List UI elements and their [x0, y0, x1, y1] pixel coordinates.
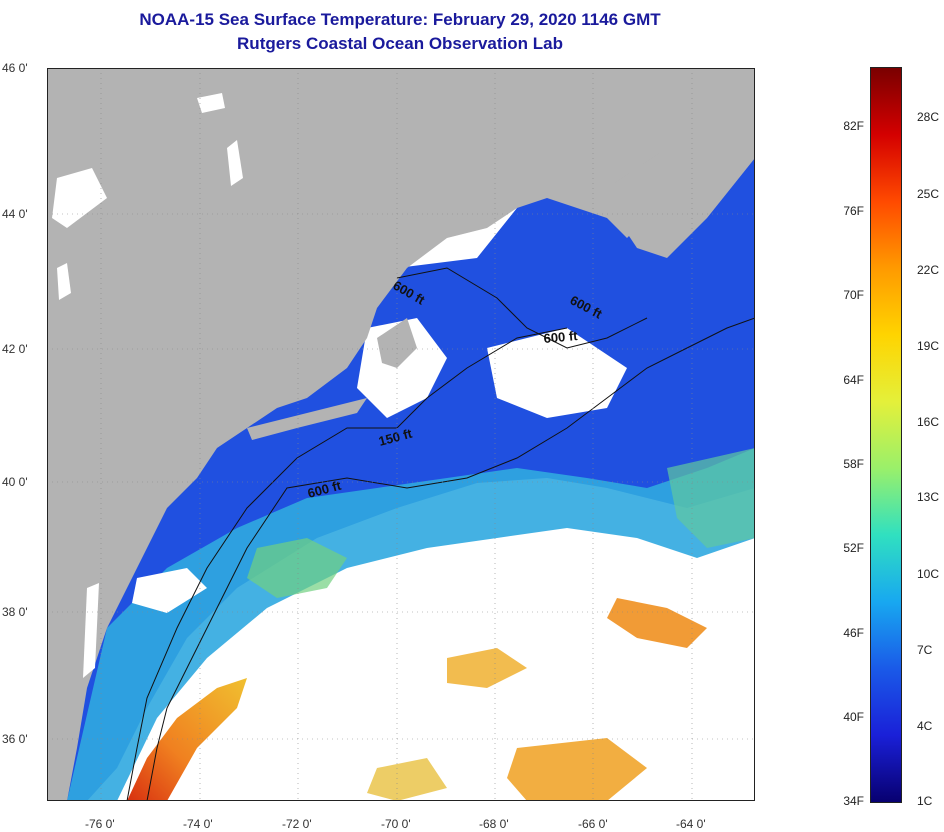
lon-label-70: -70 0' [381, 817, 411, 831]
cloud-patch-2 [487, 328, 627, 418]
green-water-patch-2 [667, 448, 755, 548]
warm-patch-3 [507, 738, 647, 801]
mid-water-region [67, 448, 755, 801]
depth-contour-150ft [126, 327, 568, 801]
colorbar-f-64: 64F [843, 373, 864, 387]
map-frame [47, 68, 755, 801]
colorbar-f-46: 46F [843, 626, 864, 640]
lat-label-38: 38 0' [2, 605, 28, 619]
lat-label-42: 42 0' [2, 342, 28, 356]
colorbar-c-10: 10C [917, 567, 940, 581]
contour-label-3: 600 ft [543, 328, 579, 346]
lon-label-76: -76 0' [85, 817, 115, 831]
colorbar-c-4: 4C [917, 719, 933, 733]
land-nova-scotia [607, 98, 755, 258]
cloud-patch-4 [132, 568, 207, 613]
sst-map-graphic: 600 ft 600 ft 600 ft 150 ft 600 ft [47, 68, 755, 801]
lon-label-74: -74 0' [183, 817, 213, 831]
lat-label-40: 40 0' [2, 475, 28, 489]
colorbar-c-1: 1C [917, 794, 933, 808]
land-long-island [247, 398, 367, 440]
lat-label-36: 36 0' [2, 732, 28, 746]
warm-patch-1 [607, 598, 707, 648]
gulf-stream-region [127, 678, 247, 801]
colorbar-c-22: 22C [917, 263, 940, 277]
lon-label-68: -68 0' [479, 817, 509, 831]
chesapeake-bay [83, 583, 99, 678]
colorbar-c-16: 16C [917, 415, 940, 429]
colorbar-f-70: 70F [843, 288, 864, 302]
colorbar-c-7: 7C [917, 643, 933, 657]
green-water-patch [247, 538, 347, 598]
warm-patch-4 [367, 758, 447, 801]
colorbar-c-28: 28C [917, 110, 940, 124]
depth-contour-600ft [146, 317, 755, 801]
map-title: NOAA-15 Sea Surface Temperature: Februar… [139, 10, 661, 29]
temperature-colorbar [870, 67, 902, 803]
colorbar-f-58: 58F [843, 457, 864, 471]
land-mainland [47, 68, 755, 801]
sst-map: 600 ft 600 ft 600 ft 150 ft 600 ft [47, 68, 755, 801]
lon-label-64: -64 0' [676, 817, 706, 831]
colorbar-f-82: 82F [843, 119, 864, 133]
colorbar-f-34: 34F [843, 794, 864, 808]
lat-label-46: 46 0' [2, 61, 28, 75]
map-subtitle: Rutgers Coastal Ocean Observation Lab [237, 34, 563, 53]
lake-2 [227, 140, 243, 186]
lat-lon-grid [47, 68, 755, 801]
warm-patch-2 [447, 648, 527, 688]
colorbar-f-76: 76F [843, 204, 864, 218]
colorbar-c-25: 25C [917, 187, 940, 201]
lake-4 [57, 263, 71, 300]
depth-contour-gom [396, 267, 648, 349]
lat-label-44: 44 0' [2, 207, 28, 221]
colorbar-f-40: 40F [843, 710, 864, 724]
lake-1 [197, 93, 225, 113]
cold-water-region [47, 138, 755, 801]
lon-label-66: -66 0' [578, 817, 608, 831]
colorbar-c-19: 19C [917, 339, 940, 353]
colorbar-c-13: 13C [917, 490, 940, 504]
colorbar-f-52: 52F [843, 541, 864, 555]
lake-3 [52, 168, 107, 228]
lon-label-72: -72 0' [282, 817, 312, 831]
